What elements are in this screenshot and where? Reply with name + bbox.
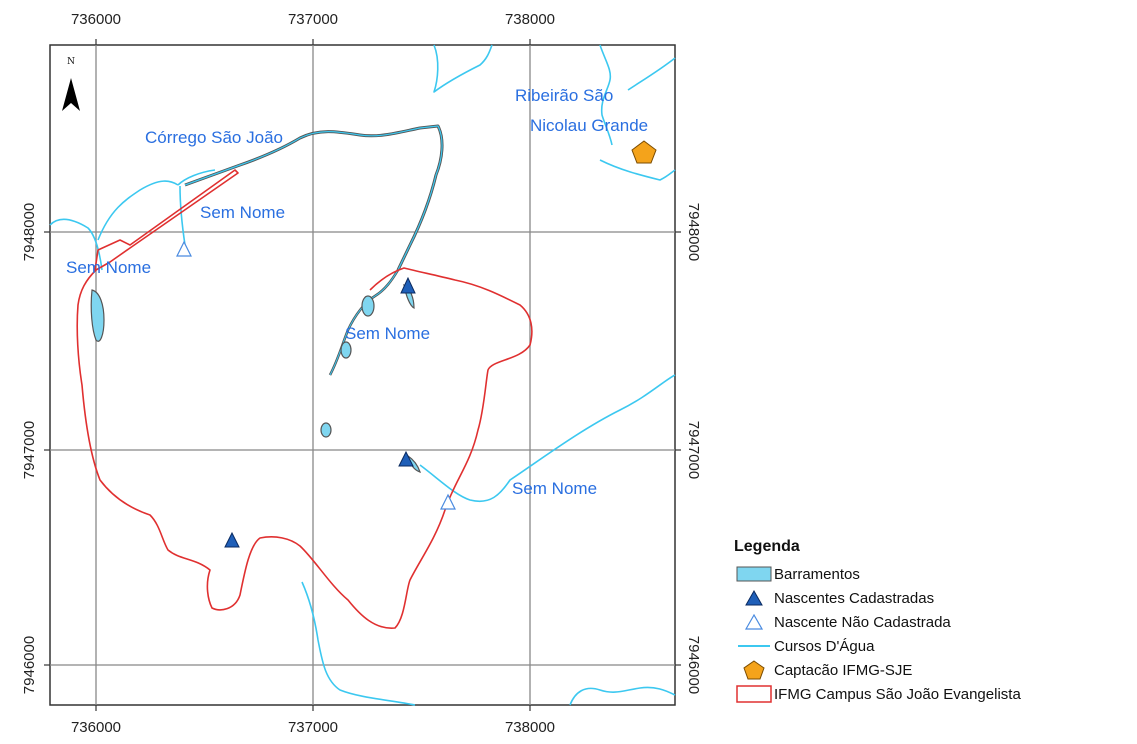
legend-label-nascente-nao-cadastrada: Nascente Não Cadastrada [774, 613, 951, 631]
tick-label-top-737000: 737000 [288, 11, 338, 28]
tick-label-left-7948000: 7948000 [21, 203, 38, 261]
label-sem-nome-2: Sem Nome [66, 258, 151, 277]
tick-marks [44, 39, 681, 711]
label-ribeirao-line2: Nicolau Grande [530, 116, 648, 135]
stream-line-icon [734, 635, 774, 657]
tick-label-top-738000: 738000 [505, 11, 555, 28]
legend-label-barramentos: Barramentos [774, 565, 860, 583]
map-frame [49, 44, 676, 706]
label-ribeirao-line1: Ribeirão São [515, 86, 613, 105]
orange-pentagon-icon [734, 659, 774, 681]
stream-north [433, 44, 493, 93]
tick-label-left-7947000: 7947000 [21, 421, 38, 479]
barramento-west [90, 289, 105, 342]
barramento-south [320, 422, 332, 438]
captacao-pentagon [631, 140, 657, 164]
filled-triangle-icon [734, 587, 774, 609]
legend-item-nascentes-cadastradas: Nascentes Cadastradas [734, 586, 1134, 610]
legend-item-captacao: Captacão IFMG-SJE [734, 658, 1134, 682]
label-sem-nome-4: Sem Nome [512, 479, 597, 498]
stream-trib [177, 169, 216, 186]
campus-boundary [76, 169, 533, 629]
legend: Legenda Barramentos Nascentes Cadastrada… [734, 538, 1134, 706]
campus-corridor [94, 169, 239, 271]
tick-label-right-7947000: 7947000 [685, 421, 702, 479]
stream-west [49, 218, 103, 271]
north-label: N [67, 57, 75, 67]
campus-main [76, 267, 533, 629]
legend-item-nascente-nao-cadastrada: Nascente Não Cadastrada [734, 610, 1134, 634]
tick-label-bottom-737000: 737000 [288, 719, 338, 736]
stream-ribeirao-south [599, 159, 676, 181]
stream-southeast [569, 686, 676, 706]
nascentes-cadastradas [224, 276, 416, 548]
map-canvas: 736000 737000 738000 736000 737000 73800… [21, 11, 702, 736]
stream-ribeirao-north [599, 44, 613, 146]
nascente-nao-cadastrada-1 [176, 240, 192, 257]
nascente-cadastrada-3 [224, 531, 240, 548]
streams [49, 44, 676, 706]
legend-label-captacao: Captacão IFMG-SJE [774, 661, 913, 679]
hollow-triangle-icon [734, 611, 774, 633]
nascente-cadastrada-2 [398, 450, 414, 467]
label-corrego-sao-joao: Córrego São João [145, 128, 283, 147]
barramento-north [361, 295, 375, 317]
nascente-nao-cadastrada-2 [440, 493, 456, 510]
stream-sem-nome-1 [179, 185, 186, 246]
stream-south [301, 581, 416, 706]
legend-label-nascentes-cadastradas: Nascentes Cadastradas [774, 589, 935, 607]
nascente-cadastrada-1 [400, 276, 416, 294]
red-outline-icon [734, 683, 774, 705]
tick-label-top-736000: 736000 [71, 11, 121, 28]
stream-sem-nome-4 [419, 374, 676, 502]
tick-label-left-7946000: 7946000 [21, 636, 38, 694]
legend-label-campus: IFMG Campus São João Evangelista [774, 685, 1021, 703]
label-sem-nome-1: Sem Nome [200, 203, 285, 222]
label-sem-nome-3: Sem Nome [345, 324, 430, 343]
tick-label-right-7946000: 7946000 [685, 636, 702, 694]
tick-label-right-7948000: 7948000 [685, 203, 702, 261]
stream-corrego-lower [97, 180, 179, 241]
barramentos-swatch-icon [734, 563, 774, 585]
tick-label-bottom-738000: 738000 [505, 719, 555, 736]
stream-ribeirao-east [627, 57, 676, 91]
north-arrow: N [62, 57, 80, 111]
barramento-middle [340, 341, 352, 359]
legend-item-barramentos: Barramentos [734, 562, 1134, 586]
legend-item-campus: IFMG Campus São João Evangelista [734, 682, 1134, 706]
legend-item-cursos-dagua: Cursos D'Água [734, 634, 1134, 658]
tick-label-bottom-736000: 736000 [71, 719, 121, 736]
corrego-sao-joao [184, 124, 444, 376]
nascentes-nao-cadastradas [176, 240, 456, 510]
legend-label-cursos-dagua: Cursos D'Água [774, 637, 875, 655]
legend-title: Legenda [734, 538, 800, 555]
